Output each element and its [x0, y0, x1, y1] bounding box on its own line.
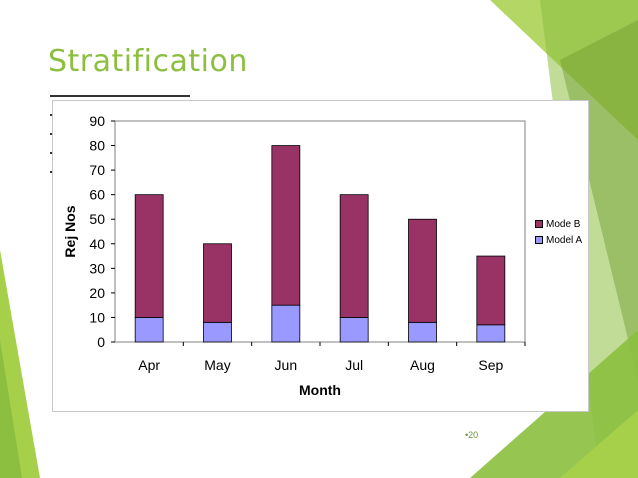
x-tick-label: May: [204, 357, 230, 373]
stacked-bar-chart: 0 10 20 30 40 50 60 70 80 90 Apr May Jun Jul Aug Sep Mon…: [62, 113, 526, 398]
y-tick-label: 50: [89, 211, 105, 227]
legend-label-model-a: Model A: [546, 234, 583, 246]
bar-model-a: [339, 317, 369, 343]
x-tick-label: Jul: [345, 357, 363, 373]
decor-shape-left-dark: [0, 340, 22, 478]
bar-model-a: [203, 321, 232, 343]
chart-legend: Mode B Model A: [535, 216, 587, 248]
x-tick-label: Aug: [410, 357, 435, 373]
y-tick-label: 10: [89, 309, 105, 325]
y-tick-label: 90: [89, 113, 105, 129]
bar-mode-b: [408, 218, 437, 323]
page-number: •20: [465, 430, 479, 440]
legend-swatch-model-a: [535, 236, 543, 244]
y-tick-label: 20: [89, 285, 105, 301]
bar-model-a: [271, 304, 301, 343]
y-tick-label: 60: [89, 187, 105, 203]
y-axis-title: Rej Nos: [62, 205, 78, 257]
y-tick-label: 80: [89, 138, 105, 154]
legend-item-model-a: Model A: [535, 232, 587, 248]
y-tick-label: 30: [89, 260, 105, 276]
x-tick-label: Jun: [275, 357, 298, 373]
x-axis-title: Month: [299, 382, 341, 398]
bar-mode-b: [476, 255, 506, 326]
bar-mode-b: [339, 194, 369, 318]
bar-mode-b: [271, 145, 301, 306]
y-tick-label: 0: [97, 334, 105, 350]
legend-label-mode-b: Mode B: [546, 218, 581, 230]
legend-swatch-mode-b: [535, 220, 543, 228]
y-tick-label: 40: [89, 236, 105, 252]
x-tick-label: Sep: [478, 357, 503, 373]
bar-model-a: [134, 317, 164, 343]
bar-model-a: [408, 321, 437, 343]
slide-title: Stratification: [48, 44, 248, 79]
plot-area: [114, 120, 526, 343]
chart-container: 0 10 20 30 40 50 60 70 80 90 Apr May Jun Jul Aug Sep Mon…: [52, 100, 589, 412]
bar-model-a: [476, 324, 506, 343]
bar-mode-b: [203, 243, 232, 323]
y-tick-label: 70: [89, 162, 105, 178]
bar-mode-b: [134, 194, 164, 318]
x-tick-label: Apr: [138, 357, 160, 373]
decor-shape-bottom-right-light: [560, 410, 638, 478]
legend-item-mode-b: Mode B: [535, 216, 587, 232]
